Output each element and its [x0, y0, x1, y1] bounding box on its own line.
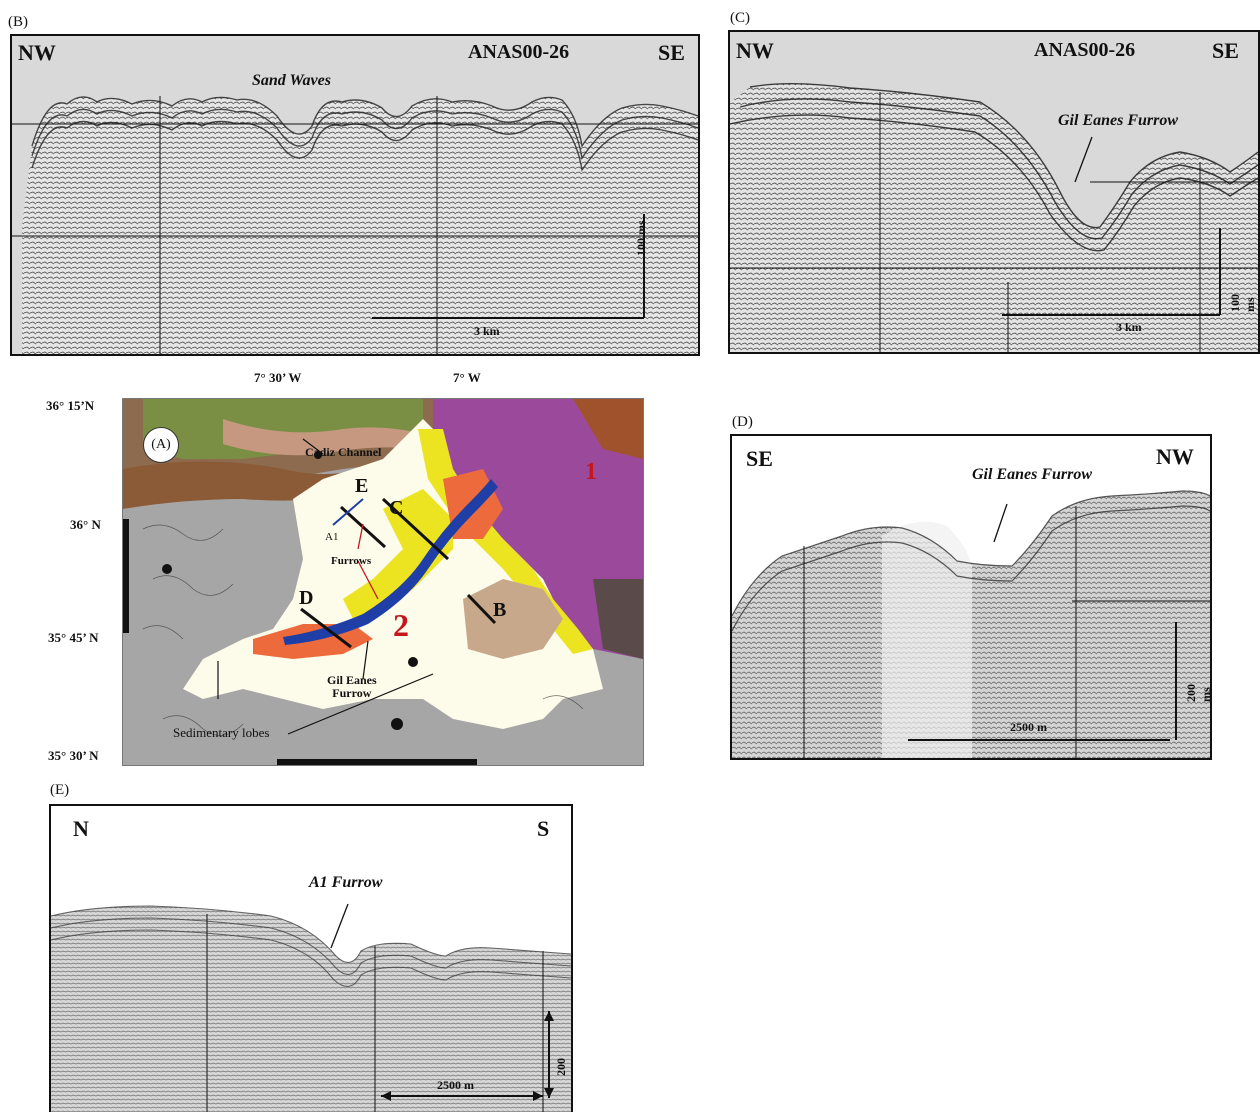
panel-c-horizontal-scale: 3 km [1116, 320, 1142, 334]
seismic-profile-d [732, 490, 1210, 758]
panel-b-vertical-scale: 100 ms [634, 220, 648, 256]
panel-d-annotation-gil-eanes-furrow: Gil Eanes Furrow [972, 466, 1093, 483]
panel-c-left-direction: NW [736, 38, 774, 63]
panel-c-annotation-gil-eanes-furrow: Gil Eanes Furrow [1058, 112, 1179, 129]
map-label-furrows: Furrows [331, 555, 372, 567]
seismic-panel-c: NW ANAS00-26 SE Gil Eanes Furrow 3 km 10… [728, 30, 1260, 354]
panel-c-vertical-scale: 100 ms [1228, 294, 1257, 312]
panel-c-line-id: ANAS00-26 [1034, 39, 1136, 61]
map-section-c: C [389, 497, 404, 519]
map-label-gil-eanes-furrow: Gil Eanes Furrow [327, 673, 377, 700]
panel-d-right-direction: NW [1156, 444, 1194, 469]
panel-b-line-id: ANAS00-26 [468, 41, 570, 63]
panel-d-label: (D) [732, 414, 753, 430]
map-lat-tick-36n: 36° N [70, 517, 101, 532]
panel-e-vertical-scale: 200 ms [554, 1058, 573, 1076]
panel-e-horizontal-scale: 2500 m [437, 1078, 474, 1092]
map-label-sedimentary-lobes: Sedimentary lobes [173, 725, 270, 740]
panel-c-label: (C) [730, 10, 750, 26]
panel-e-annotation-a1-furrow: A1 Furrow [309, 874, 383, 891]
map-label-a1: A1 [325, 531, 339, 543]
panel-e-right-direction: S [537, 816, 550, 841]
map-lon-tick-7-30w: 7° 30’ W [254, 370, 302, 385]
seismic-profile-b [12, 96, 698, 354]
map-zone-1: 1 [585, 459, 597, 485]
panel-b-horizontal-scale: 3 km [474, 324, 500, 338]
map-zone-2: 2 [393, 607, 409, 643]
panel-d-left-direction: SE [746, 446, 773, 471]
map-lat-tick-35-30n: 35° 30’ N [48, 748, 99, 763]
panel-b-annotation-sand-waves: Sand Waves [252, 72, 331, 89]
seismic-panel-d: SE NW Gil Eanes Furrow 2500 m 200 ms [730, 434, 1212, 760]
seismic-profile-e [51, 903, 571, 1112]
map-geology-layers [123, 399, 643, 765]
map-label-cadiz-channel: Cadiz Channel [305, 445, 382, 459]
panel-c-right-direction: SE [1212, 38, 1239, 63]
map-lat-tick-35-45n: 35° 45’ N [48, 630, 99, 645]
map-lat-tick-36-15n: 36° 15’N [46, 398, 95, 413]
panel-d-horizontal-scale: 2500 m [1010, 720, 1047, 734]
seismic-panel-e: N S A1 Furrow 2500 m 200 ms [49, 804, 573, 1112]
seismic-profile-c [730, 83, 1258, 352]
location-map-a: (A) Cadiz Channel A1 Furrows Gil Eanes F… [122, 398, 644, 766]
map-section-b: B [493, 599, 507, 621]
map-section-e: E [355, 475, 369, 497]
panel-e-left-direction: N [73, 816, 89, 841]
seismic-panel-b: NW ANAS00-26 SE Sand Waves 3 km 100 ms [10, 34, 700, 356]
panel-e-label: (E) [50, 782, 70, 798]
panel-b-label: (B) [8, 14, 28, 30]
panel-d-vertical-scale: 200 ms [1184, 684, 1212, 702]
panel-b-right-direction: SE [658, 40, 685, 65]
map-panel-label-a: (A) [143, 427, 179, 463]
panel-b-left-direction: NW [18, 40, 56, 65]
map-section-d: D [299, 587, 314, 609]
map-lon-tick-7w: 7° W [453, 370, 481, 385]
